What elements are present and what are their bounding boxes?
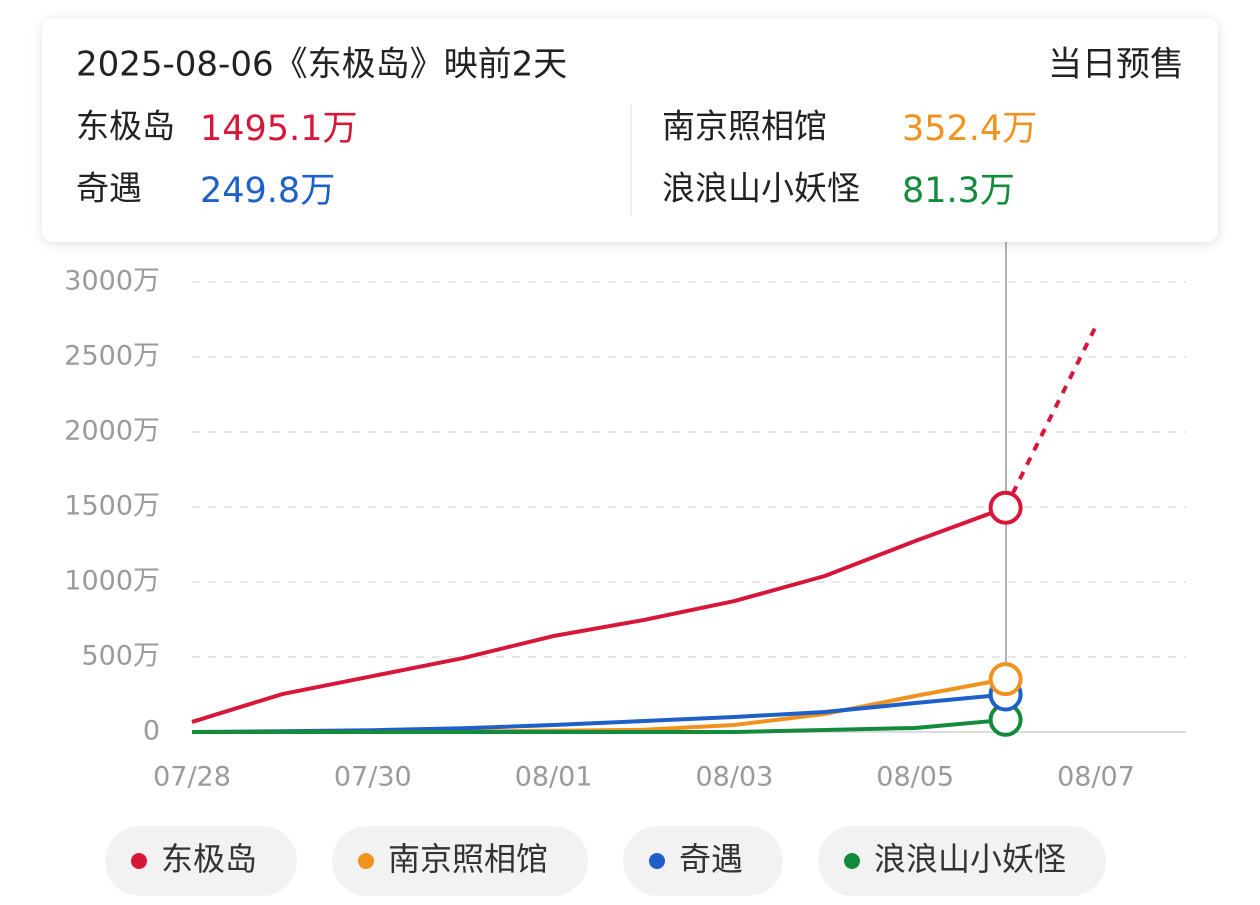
y-tick-label: 3000万 <box>64 266 160 297</box>
legend-label: 南京照相馆 <box>388 840 548 878</box>
tooltip-series-name: 浪浪山小妖怪 <box>662 169 860 208</box>
y-tick-label: 0 <box>143 716 160 747</box>
y-tick-label: 1000万 <box>64 566 160 597</box>
legend-dot <box>649 853 665 869</box>
markers <box>988 490 1023 737</box>
tooltip-value: 81.3万 <box>902 171 1015 211</box>
forecast-line <box>1003 325 1098 509</box>
tooltip-title: 2025-08-06《东极岛》映前2天 <box>76 45 567 85</box>
legend-dot <box>844 853 860 869</box>
legend-dot <box>358 853 374 869</box>
x-tick-label: 08/01 <box>515 762 593 793</box>
series-line <box>191 692 1006 734</box>
legend-pill <box>818 826 1106 896</box>
series-line <box>191 505 1007 724</box>
tooltip-series-name: 东极岛 <box>76 107 175 146</box>
legend-pill <box>623 826 783 896</box>
tooltip: 2025-08-06《东极岛》映前2天 当日预售 东极岛 1495.1万 南京照相馆… <box>42 18 1218 242</box>
hover-marker <box>988 662 1023 697</box>
y-tick-label: 500万 <box>81 641 160 672</box>
x-tick-label: 07/30 <box>334 762 412 793</box>
legend-dot <box>131 853 147 869</box>
x-tick-label: 08/05 <box>876 762 954 793</box>
plot-area: 0 500万 1000万 1500万 2000万 2500万 3000万 07/28 07/30… <box>64 266 1186 793</box>
x-tick-label: 08/07 <box>1057 762 1135 793</box>
tooltip-series-name: 南京照相馆 <box>662 107 827 146</box>
x-tick-label: 07/28 <box>153 762 231 793</box>
tooltip-series-name: 奇遇 <box>76 169 142 208</box>
y-tick-label: 2000万 <box>64 416 160 447</box>
legend-label: 浪浪山小妖怪 <box>874 840 1066 878</box>
x-tick-label: 08/03 <box>695 762 773 793</box>
tooltip-subtitle: 当日预售 <box>1048 45 1184 85</box>
y-tick-label: 2500万 <box>64 341 160 372</box>
legend-label: 奇遇 <box>679 840 743 878</box>
legend-pill <box>332 826 588 896</box>
tooltip-value: 249.8万 <box>200 171 335 211</box>
legend: 东极岛 南京照相馆 奇遇 浪浪山小妖怪 <box>105 826 1106 896</box>
tooltip-value: 1495.1万 <box>200 109 357 149</box>
tooltip-value: 352.4万 <box>902 109 1037 149</box>
legend-label: 东极岛 <box>161 840 257 878</box>
series-line <box>192 717 1006 734</box>
hover-marker <box>988 490 1023 525</box>
legend-pill <box>105 826 297 896</box>
y-tick-label: 1500万 <box>64 491 160 522</box>
